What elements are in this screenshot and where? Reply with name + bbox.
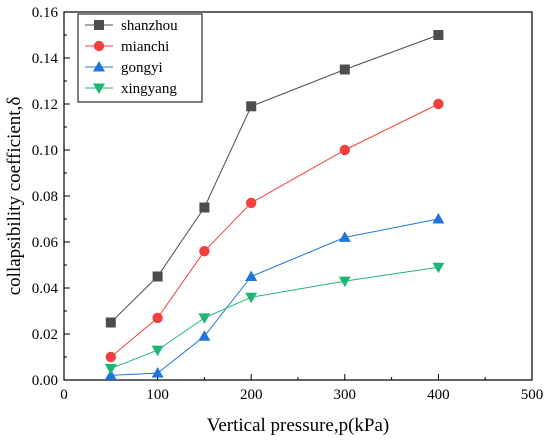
data-point-gongyi — [338, 231, 351, 242]
data-point-gongyi — [245, 270, 258, 281]
data-point-xingyang — [198, 313, 211, 324]
data-point-gongyi — [151, 367, 164, 378]
data-point-shanzhou — [246, 101, 257, 112]
data-point-mianchi — [152, 312, 163, 324]
axis-ticks: 0 100 200 300 400 500 0.00 0.02 0.04 0.06 0.08 0.10… — [32, 5, 544, 403]
y-tick-label: 0.00 — [32, 373, 58, 389]
data-point-mianchi — [199, 246, 210, 257]
legend-entry-xingyang: xingyang — [85, 81, 177, 97]
data-point-shanzhou — [105, 317, 116, 328]
legend: shanzhou mianchi gongyi xingyang — [77, 13, 203, 103]
x-tick-label: 400 — [427, 387, 450, 403]
data-point-xingyang — [245, 292, 258, 304]
data-point-mianchi — [105, 351, 117, 363]
series-mianchi — [105, 98, 444, 363]
y-axis-title: collapsibility coefficient,δ — [4, 97, 25, 296]
data-point-xingyang — [432, 262, 445, 274]
y-tick-label: 0.14 — [32, 51, 59, 67]
data-point-xingyang — [104, 364, 117, 375]
legend-label: gongyi — [121, 60, 163, 76]
x-tick-label: 300 — [334, 387, 357, 403]
y-tick-label: 0.12 — [32, 97, 58, 113]
legend-marker — [93, 61, 105, 72]
data-point-gongyi — [432, 213, 445, 224]
data-point-shanzhou — [433, 30, 444, 40]
y-tick-label: 0.06 — [32, 235, 59, 251]
data-point-mianchi — [246, 197, 257, 209]
legend-marker — [93, 40, 105, 52]
series-layer — [104, 30, 445, 380]
data-point-shanzhou — [199, 202, 210, 213]
x-tick-label: 100 — [146, 387, 169, 403]
data-point-xingyang — [151, 345, 164, 357]
y-tick-label: 0.08 — [32, 189, 58, 205]
legend-marker — [93, 83, 105, 94]
data-point-shanzhou — [339, 64, 350, 75]
x-tick-label: 200 — [240, 387, 263, 403]
legend-entry-shanzhou: shanzhou — [85, 18, 178, 34]
y-tick-label: 0.04 — [32, 281, 59, 297]
series-gongyi — [104, 213, 445, 380]
legend-marker — [94, 20, 104, 30]
legend-label: xingyang — [121, 81, 177, 97]
series-line-mianchi — [110, 103, 439, 358]
y-tick-label: 0.16 — [32, 5, 59, 21]
data-point-gongyi — [104, 369, 117, 380]
data-point-mianchi — [339, 144, 350, 156]
series-line-xingyang — [110, 266, 439, 369]
series-shanzhou — [105, 30, 444, 328]
x-tick-label: 500 — [521, 387, 544, 403]
series-xingyang — [104, 262, 445, 375]
data-point-mianchi — [433, 98, 444, 110]
legend-label: shanzhou — [121, 18, 178, 34]
series-line-gongyi — [110, 218, 439, 376]
data-point-gongyi — [198, 330, 211, 341]
data-point-shanzhou — [152, 271, 163, 282]
legend-entry-mianchi: mianchi — [85, 39, 169, 55]
data-point-xingyang — [338, 276, 351, 288]
series-line-shanzhou — [110, 34, 439, 323]
y-tick-label: 0.10 — [32, 143, 58, 159]
x-tick-label: 0 — [60, 387, 68, 403]
legend-label: mianchi — [121, 39, 169, 55]
legend-entry-gongyi: gongyi — [85, 60, 163, 76]
x-axis-title: Vertical pressure,p(kPa) — [207, 415, 390, 436]
y-tick-label: 0.02 — [32, 327, 58, 343]
